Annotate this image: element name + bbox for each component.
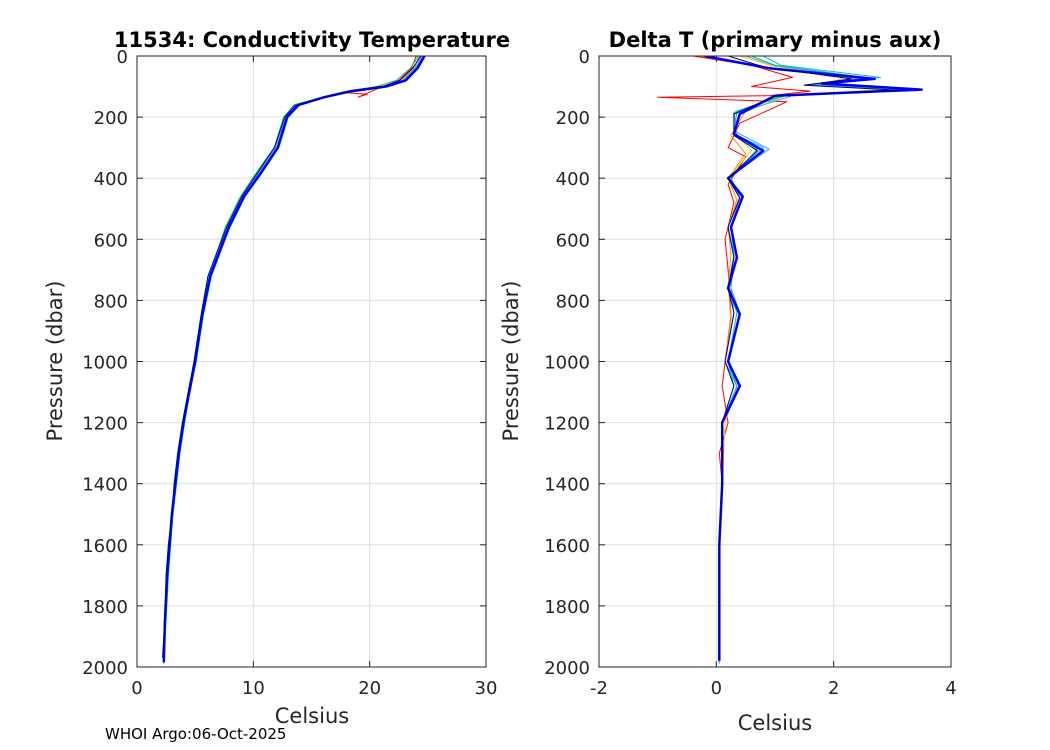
y-tick-label: 1200 (544, 414, 590, 435)
delta-t-chart-title: Delta T (primary minus aux) (609, 28, 942, 52)
y-tick-label: 800 (94, 291, 128, 312)
x-tick-label: 10 (242, 678, 265, 699)
x-tick-label: 4 (945, 678, 956, 699)
temperature-x-axis-label: Celsius (275, 704, 349, 728)
y-tick-label: 1800 (544, 597, 590, 618)
y-tick-label: 1600 (544, 536, 590, 557)
x-tick-label: 0 (711, 678, 722, 699)
y-tick-label: 800 (556, 291, 590, 312)
x-tick-label: 30 (475, 678, 498, 699)
y-tick-label: 1000 (82, 353, 128, 374)
temperature-chart-title: 11534: Conductivity Temperature (114, 28, 510, 52)
temperature-y-axis-label: Pressure (dbar) (43, 281, 67, 442)
y-tick-label: 600 (94, 230, 128, 251)
x-tick-label: -2 (590, 678, 608, 699)
x-tick-label: 2 (828, 678, 839, 699)
y-tick-label: 200 (556, 108, 590, 129)
y-tick-label: 1200 (82, 414, 128, 435)
y-tick-label: 1400 (544, 475, 590, 496)
delta-t-x-axis-label: Celsius (738, 711, 812, 735)
y-tick-label: 2000 (544, 658, 590, 679)
y-tick-label: 400 (94, 169, 128, 190)
y-tick-label: 2000 (82, 658, 128, 679)
delta-t-y-axis-label: Pressure (dbar) (499, 281, 523, 442)
y-tick-label: 600 (556, 230, 590, 251)
y-tick-label: 400 (556, 169, 590, 190)
x-tick-label: 20 (358, 678, 381, 699)
y-tick-label: 0 (117, 47, 128, 68)
y-tick-label: 1000 (544, 353, 590, 374)
temperature-panel: 0 10 20 30 0 200 400 600 800 1000 1200 1400 1600 1800… (43, 28, 510, 728)
y-tick-label: 0 (579, 47, 590, 68)
y-tick-label: 200 (94, 108, 128, 129)
series-line-delta-darkblue (718, 56, 899, 660)
delta-t-panel: -2 0 2 4 0 200 400 600 800 1000 1200 1400 1600 1800 20… (499, 28, 957, 735)
y-tick-label: 1400 (82, 475, 128, 496)
series-line-profile-darkblue (162, 56, 422, 658)
x-tick-label: 0 (131, 678, 142, 699)
series-line-delta-red (657, 56, 811, 661)
footer-source-label: WHOI Argo:06-Oct-2025 (105, 725, 287, 743)
y-tick-label: 1600 (82, 536, 128, 557)
y-tick-label: 1800 (82, 597, 128, 618)
